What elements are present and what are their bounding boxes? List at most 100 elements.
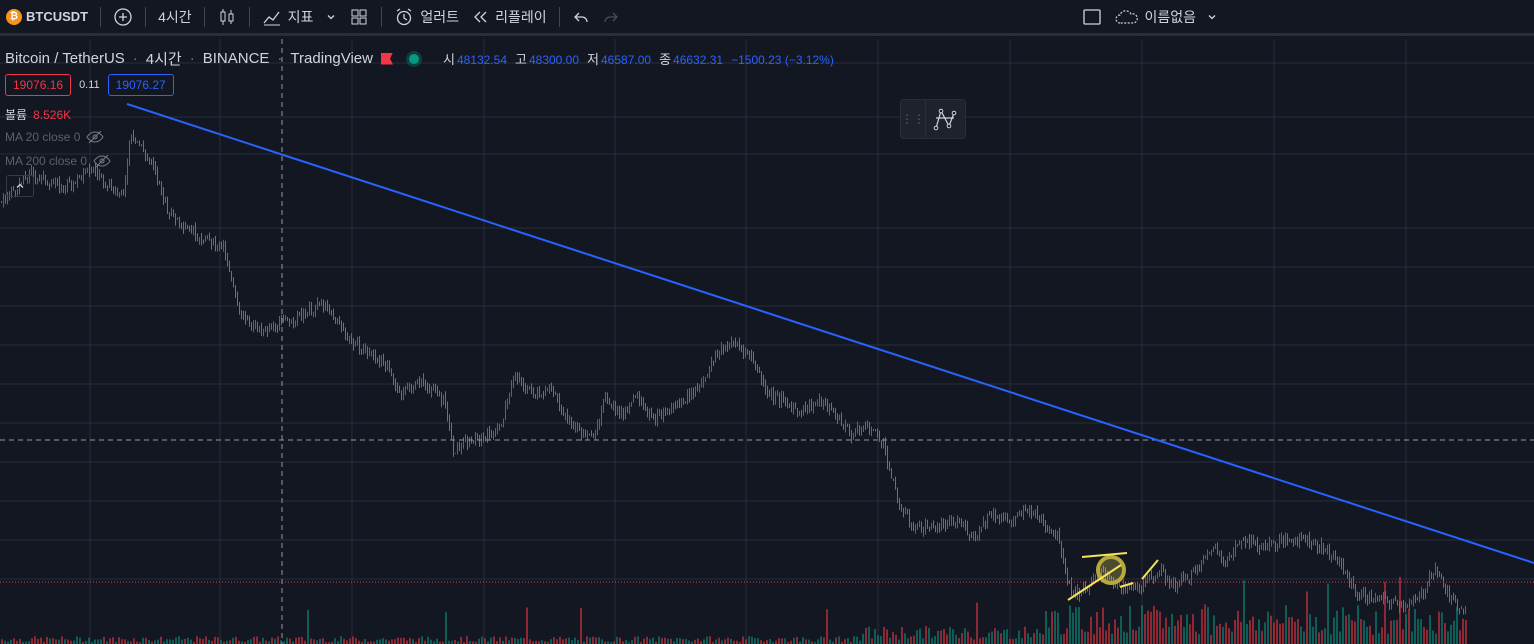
volume-bar: [175, 637, 177, 644]
volume-bar: [1114, 619, 1116, 644]
volume-bar: [1351, 620, 1353, 644]
flag-icon[interactable]: [380, 52, 393, 65]
volume-bar: [877, 634, 879, 644]
volume-bar: [1441, 612, 1443, 644]
volume-bar: [94, 639, 96, 644]
volume-bar: [1282, 623, 1284, 644]
volume-bar: [613, 641, 615, 644]
redo-button[interactable]: [596, 0, 626, 35]
undo-button[interactable]: [566, 0, 596, 35]
legend-interval: 4시간: [145, 51, 182, 68]
volume-bar: [1387, 633, 1389, 644]
volume-bar: [355, 638, 357, 644]
volume-bar: [121, 639, 123, 644]
volume-bar: [976, 602, 978, 644]
volume-bar: [514, 637, 516, 644]
legend-title[interactable]: Bitcoin / TetherUS: [5, 50, 125, 67]
volume-bar: [133, 638, 135, 644]
volume-bar: [274, 638, 276, 644]
volume-bar: [1264, 622, 1266, 644]
symbol-button[interactable]: ₿ BTCUSDT: [0, 0, 94, 35]
volume-bar: [55, 639, 57, 644]
indicators-button[interactable]: 지표: [256, 0, 320, 35]
volume-bar: [670, 638, 672, 644]
volume-bar: [1336, 610, 1338, 644]
volume-bar: [949, 627, 951, 644]
volume-bar: [115, 641, 117, 644]
volume-bar: [37, 638, 39, 644]
volume-bar: [1453, 620, 1455, 644]
alarm-clock-icon: [397, 7, 412, 25]
layout-name-button[interactable]: 이름없음: [1108, 0, 1224, 35]
indicator-volume[interactable]: 볼륨 8.526K: [5, 106, 71, 123]
volume-bar: [1117, 627, 1119, 644]
pattern-tool-button[interactable]: [925, 100, 964, 138]
volume-bar: [634, 636, 636, 644]
chart-type-button[interactable]: [211, 0, 243, 35]
market-status-icon[interactable]: [408, 53, 419, 64]
volume-bar: [1273, 622, 1275, 644]
volume-bar: [226, 640, 228, 644]
volume-bar: [1288, 617, 1290, 644]
volume-bar: [34, 636, 36, 644]
fullscreen-button[interactable]: [1076, 0, 1108, 35]
volume-bar: [754, 638, 756, 644]
volume-bar: [1246, 624, 1248, 644]
volume-bar: [868, 626, 870, 644]
volume-bar: [277, 636, 279, 644]
volume-bar: [997, 630, 999, 644]
alert-button[interactable]: 얼러트: [388, 0, 465, 35]
volume-bar: [784, 638, 786, 644]
volume-bar: [628, 642, 630, 644]
sell-price-button[interactable]: 19076.16: [5, 74, 72, 96]
volume-bar: [286, 637, 288, 644]
volume-bar: [1066, 628, 1068, 644]
layouts-button[interactable]: [343, 0, 375, 35]
volume-bar: [535, 640, 537, 644]
circle-highlight: [1096, 555, 1126, 585]
volume-bar: [208, 639, 210, 644]
collapse-legend-button[interactable]: [6, 175, 34, 197]
volume-bar: [136, 641, 138, 644]
spread-value: 0.11: [79, 79, 100, 91]
indicator-ma200[interactable]: MA 200 close 0: [5, 154, 111, 168]
volume-bar: [1450, 624, 1452, 644]
volume-bar: [28, 641, 30, 644]
volume-bar: [1093, 634, 1095, 644]
volume-bar: [859, 640, 861, 644]
volume-bar: [586, 636, 588, 644]
volume-bar: [568, 637, 570, 644]
volume-bar: [319, 638, 321, 644]
eye-off-icon[interactable]: [93, 154, 111, 168]
volume-bar: [1219, 623, 1221, 644]
volume-bar: [631, 640, 633, 644]
volume-bar: [691, 641, 693, 644]
volume-bar: [421, 636, 423, 644]
volume-bar: [577, 639, 579, 644]
volume-bar: [547, 641, 549, 644]
buy-price-button[interactable]: 19076.27: [107, 74, 174, 96]
indicator-ma20[interactable]: MA 20 close 0: [5, 130, 104, 144]
volume-bar: [748, 636, 750, 644]
volume-bar: [502, 640, 504, 644]
volume-bar: [1318, 632, 1320, 644]
volume-bar: [1156, 609, 1158, 644]
drag-handle-icon[interactable]: ⋮⋮: [901, 112, 925, 126]
volume-bar: [1276, 619, 1278, 644]
volume-bar: [343, 638, 345, 644]
volume-bar: [262, 637, 264, 644]
volume-bar: [1390, 620, 1392, 644]
compare-button[interactable]: [107, 0, 139, 35]
volume-bar: [865, 627, 867, 644]
volume-bar: [778, 638, 780, 644]
volume-bar: [1249, 620, 1251, 644]
price-chart[interactable]: [0, 39, 1534, 644]
volume-bar: [967, 631, 969, 644]
volume-bar: [328, 642, 330, 644]
volume-bar: [88, 637, 90, 644]
eye-off-icon[interactable]: [86, 130, 104, 144]
templates-dropdown[interactable]: [319, 0, 343, 35]
interval-button[interactable]: 4시간: [158, 8, 192, 25]
replay-button[interactable]: 리플레이: [465, 0, 553, 35]
volume-bar: [961, 633, 963, 644]
